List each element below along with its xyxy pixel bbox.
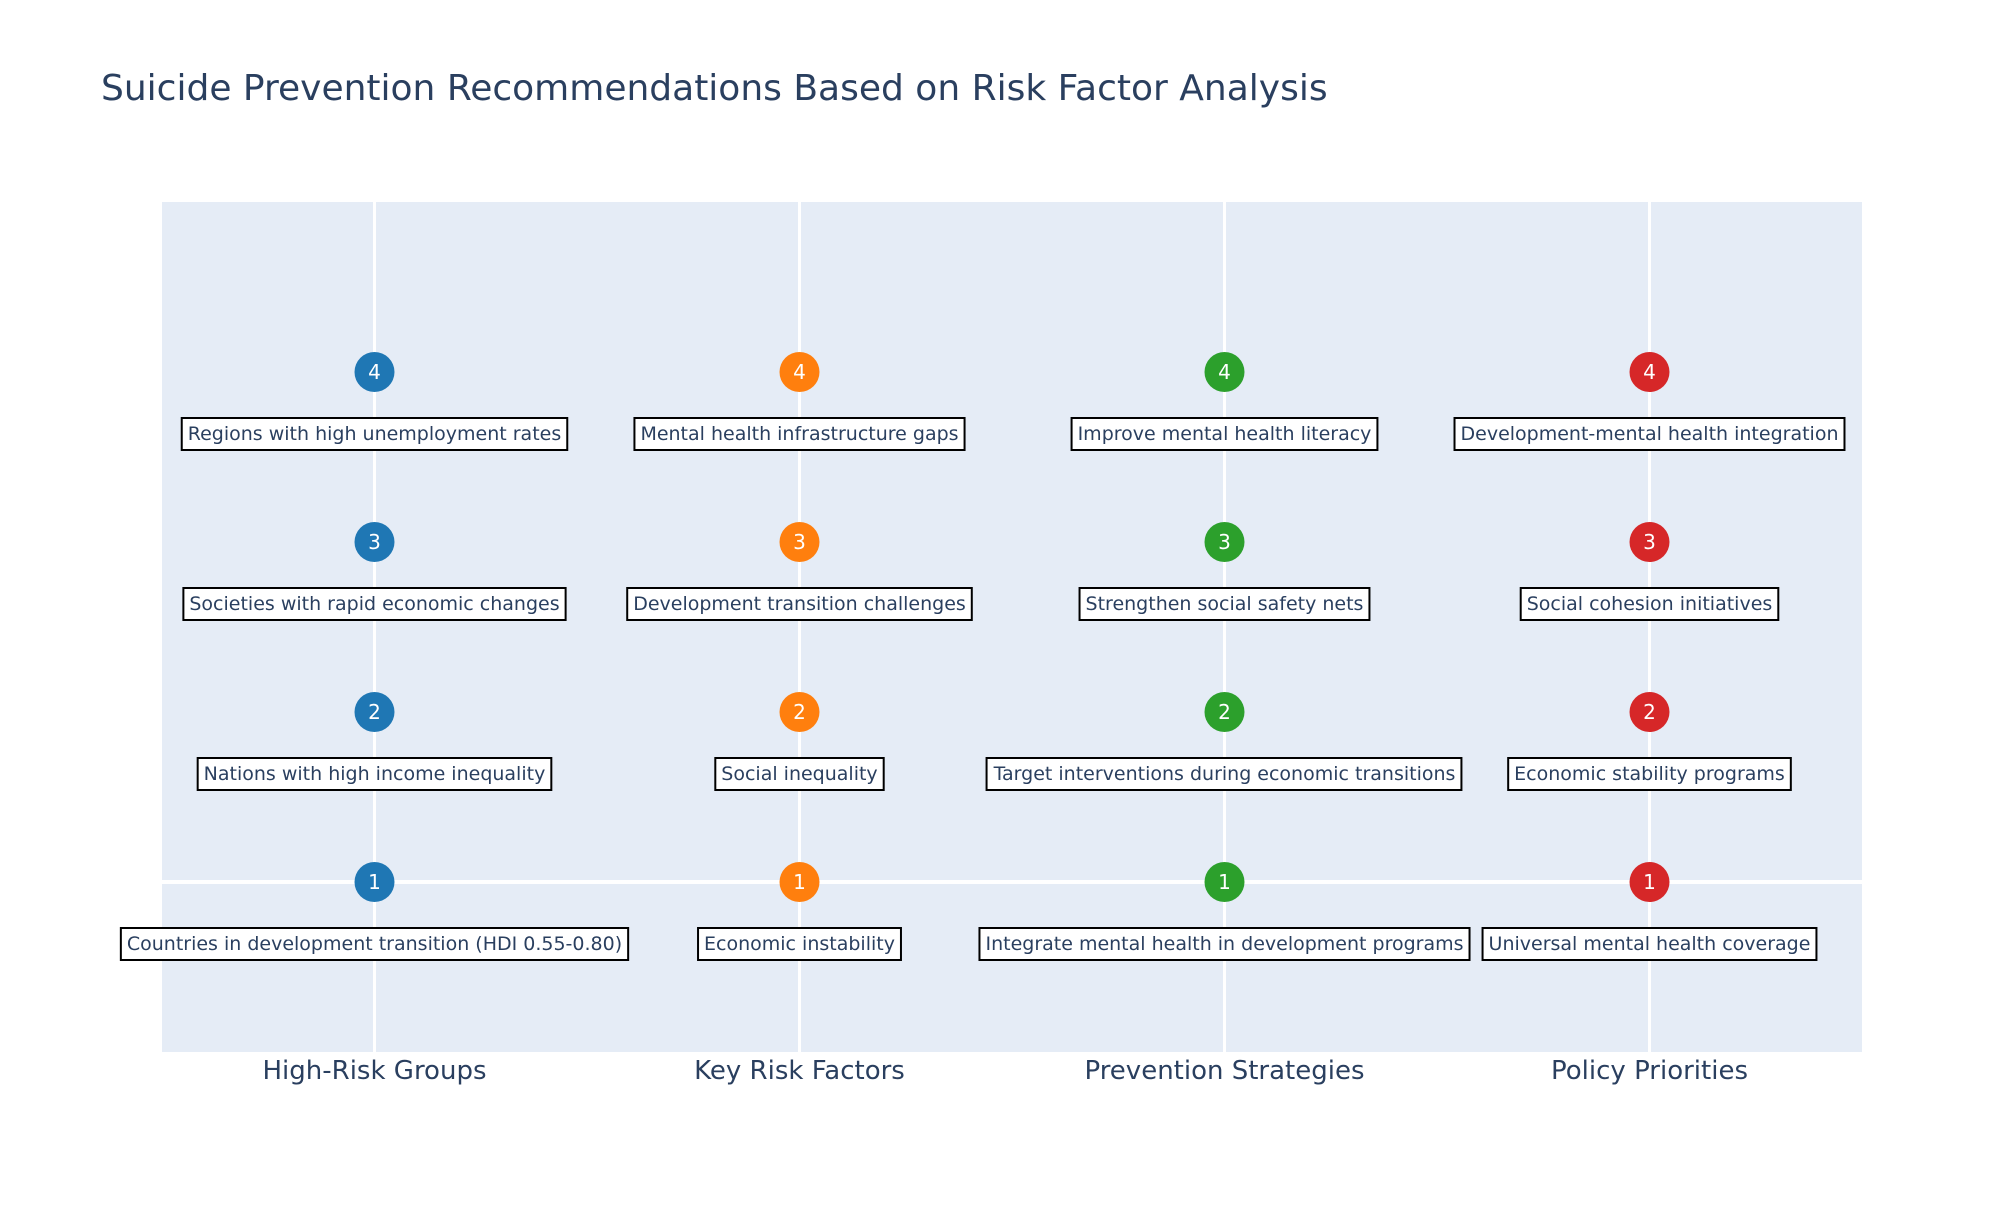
label-text: Social cohesion initiatives	[1527, 593, 1773, 615]
label-box	[633, 417, 966, 451]
label-text: Economic stability programs	[1514, 763, 1785, 785]
rank-number: 1	[1218, 870, 1231, 894]
label-box	[196, 757, 553, 791]
text-label: Economic stability programs	[1507, 757, 1792, 791]
text-label: Countries in development transition (HDI…	[119, 927, 630, 961]
label-text: Integrate mental health in development p…	[985, 933, 1463, 955]
label-box	[714, 757, 885, 791]
rank-marker	[1629, 352, 1670, 392]
label-box	[697, 927, 902, 961]
text-label: Societies with rapid economic changes	[182, 587, 567, 621]
label-box	[119, 927, 630, 961]
rank-number: 3	[1218, 530, 1231, 554]
label-text: Development-mental health integration	[1461, 423, 1839, 445]
rank-number: 1	[793, 870, 806, 894]
label-text: Societies with rapid economic changes	[189, 593, 559, 615]
rank-marker	[779, 692, 820, 732]
label-box	[1519, 587, 1780, 621]
rank-marker	[779, 522, 820, 562]
text-label: Social inequality	[714, 757, 885, 791]
x-tick-label: Prevention Strategies	[1084, 1056, 1364, 1086]
rank-marker	[1629, 862, 1670, 902]
text-label: Integrate mental health in development p…	[978, 927, 1471, 961]
text-label: Economic instability	[697, 927, 902, 961]
rank-marker	[354, 522, 395, 562]
text-label: Mental health infrastructure gaps	[633, 417, 966, 451]
text-label: Universal mental health coverage	[1481, 927, 1818, 961]
text-label: Social cohesion initiatives	[1519, 587, 1780, 621]
label-box	[1070, 417, 1379, 451]
text-label: Improve mental health literacy	[1070, 417, 1379, 451]
rank-number: 4	[368, 360, 381, 384]
label-text: Countries in development transition (HDI…	[127, 933, 622, 955]
label-text: Universal mental health coverage	[1489, 933, 1811, 955]
label-box	[978, 927, 1471, 961]
plot-area	[162, 202, 1862, 1052]
rank-number: 4	[1643, 360, 1656, 384]
text-label: Target interventions during economic tra…	[985, 757, 1463, 791]
rank-number: 2	[793, 700, 806, 724]
label-text: Regions with high unemployment rates	[188, 423, 562, 445]
rank-number: 1	[368, 870, 381, 894]
rank-number: 3	[1643, 530, 1656, 554]
label-box	[1078, 587, 1371, 621]
rank-marker	[1629, 692, 1670, 732]
rank-number: 4	[1218, 360, 1231, 384]
x-axis-ticks: High-Risk Groups Key Risk Factors Preventi…	[263, 1056, 1748, 1086]
rank-number: 3	[793, 530, 806, 554]
label-text: Nations with high income inequality	[204, 763, 546, 785]
rank-marker	[1204, 352, 1245, 392]
label-box	[626, 587, 973, 621]
label-box	[985, 757, 1463, 791]
rank-marker	[1204, 862, 1245, 902]
label-text: Social inequality	[721, 763, 877, 785]
rank-marker	[779, 862, 820, 902]
label-box	[1453, 417, 1846, 451]
rank-marker	[354, 692, 395, 732]
rank-number: 1	[1643, 870, 1656, 894]
rank-number: 2	[1218, 700, 1231, 724]
chart-title: Suicide Prevention Recommendations Based…	[101, 68, 1328, 109]
label-text: Target interventions during economic tra…	[993, 763, 1456, 785]
rank-marker	[354, 352, 395, 392]
label-text: Development transition challenges	[633, 593, 966, 615]
text-label: Nations with high income inequality	[196, 757, 553, 791]
label-text: Economic instability	[704, 933, 895, 955]
rank-marker	[354, 862, 395, 902]
text-label: Regions with high unemployment rates	[180, 417, 569, 451]
label-text: Improve mental health literacy	[1078, 423, 1372, 445]
label-text: Strengthen social safety nets	[1086, 593, 1364, 615]
rank-marker	[779, 352, 820, 392]
label-text: Mental health infrastructure gaps	[640, 423, 958, 445]
rank-markers: 1 2 3 4 1 2 3 4 1 2 3 4 1 2 3 4	[354, 352, 1670, 902]
x-tick-label: Policy Priorities	[1551, 1056, 1748, 1086]
rank-number: 2	[368, 700, 381, 724]
text-label: Development-mental health integration	[1453, 417, 1846, 451]
x-tick-label: Key Risk Factors	[694, 1056, 905, 1086]
rank-number: 4	[793, 360, 806, 384]
rank-number: 2	[1643, 700, 1656, 724]
label-box	[180, 417, 569, 451]
rank-marker	[1629, 522, 1670, 562]
rank-number: 3	[368, 530, 381, 554]
grid-lines	[162, 202, 1862, 1052]
label-box	[1481, 927, 1818, 961]
text-label: Strengthen social safety nets	[1078, 587, 1371, 621]
text-label: Development transition challenges	[626, 587, 973, 621]
label-box	[182, 587, 567, 621]
x-tick-label: High-Risk Groups	[263, 1056, 487, 1086]
text-labels: Countries in development transition (HDI…	[119, 417, 1846, 961]
label-box	[1507, 757, 1792, 791]
rank-marker	[1204, 692, 1245, 732]
rank-marker	[1204, 522, 1245, 562]
